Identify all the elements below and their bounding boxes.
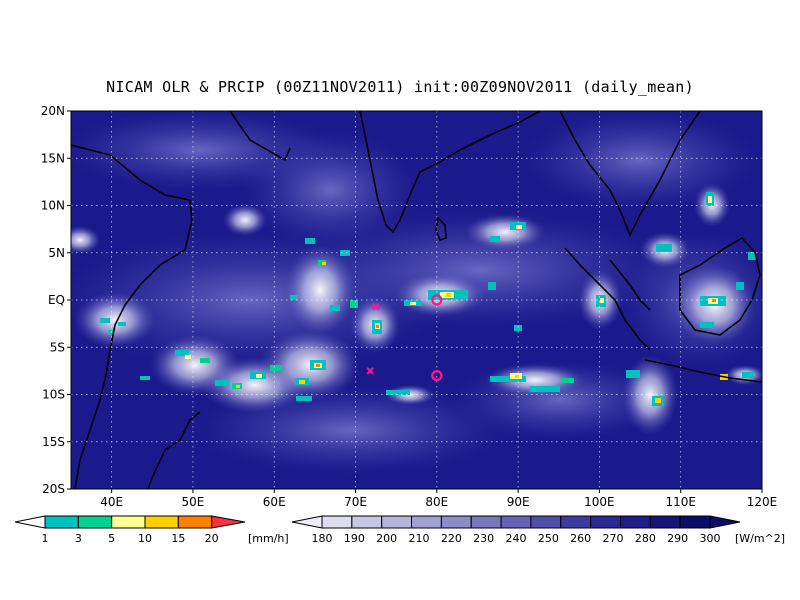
olr-cb-swatch: [530, 515, 562, 529]
coastlines: [71, 111, 762, 489]
storm-markers: [366, 294, 443, 382]
graticule: [71, 111, 762, 489]
olr-cb-label: 210: [409, 532, 430, 545]
storm-marker-x: [366, 367, 374, 375]
olr-cb-swatch: [351, 515, 383, 529]
precip-cb-label: 20: [205, 532, 219, 545]
lon-tick-label: 50E: [182, 495, 205, 509]
coastline-arabia: [229, 111, 291, 162]
olr-cb-label: 260: [570, 532, 591, 545]
coastline-malay: [609, 259, 651, 311]
olr-cb-swatch: [619, 515, 651, 529]
precip-cluster-west-band: [140, 350, 326, 401]
coastline-indochina: [559, 111, 701, 237]
lat-tick-label: 10S: [42, 388, 65, 402]
olr-cb-label: 180: [312, 532, 333, 545]
olr-cb-swatch: [411, 515, 442, 529]
olr-cb-label: 290: [667, 532, 688, 545]
precip-cb-label: 1: [42, 532, 49, 545]
precip-cb-swatch: [44, 515, 79, 529]
olr-cb-max-arrow: [709, 515, 741, 529]
precip-cluster-maritime: [596, 192, 756, 406]
olr-cb-swatch: [470, 515, 502, 529]
lon-tick-label: 60E: [263, 495, 286, 509]
olr-cb-unit: [W/m^2]: [735, 532, 785, 545]
precip-cb-label: 5: [108, 532, 115, 545]
olr-cb-swatch: [381, 515, 413, 529]
precip-cluster-africa-coast: [100, 318, 126, 334]
olr-cb-min-arrow: [291, 515, 323, 529]
lat-tick-label: 5S: [50, 340, 65, 354]
precip-cluster-central: [290, 238, 382, 334]
storm-marker-circle: [431, 294, 443, 306]
lon-tick-label: 70E: [344, 495, 367, 509]
olr-cb-label: 200: [376, 532, 397, 545]
coastline-borneo: [679, 236, 761, 336]
lat-tick-label: 15N: [41, 151, 65, 165]
precip-cb-swatch: [177, 515, 213, 529]
lon-tick-label: 40E: [100, 495, 123, 509]
olr-cb-label: 270: [603, 532, 624, 545]
lat-tick-label: EQ: [48, 293, 65, 307]
lon-tick-label: 80E: [425, 495, 448, 509]
olr-cb-label: 230: [473, 532, 494, 545]
map-title: NICAM OLR & PRCIP (00Z11NOV2011) init:00…: [106, 78, 694, 96]
coastline-india: [359, 111, 541, 234]
lat-tick-label: 5N: [48, 246, 65, 260]
lon-tick-label: 90E: [507, 495, 530, 509]
olr-cb-swatch: [649, 515, 681, 529]
olr-cb-label: 240: [506, 532, 527, 545]
precip-cb-label: 10: [138, 532, 152, 545]
olr-cb-swatch: [500, 515, 532, 529]
lat-axis: 20N 15N 10N 5N EQ 5S 10S 15S 20S: [41, 104, 71, 496]
olr-cb-swatch: [321, 515, 353, 529]
lon-axis: 40E 50E 60E 70E 80E 90E 100E 110E 120E: [100, 489, 777, 509]
olr-cb-swatch: [440, 515, 472, 529]
olr-cb-label: 280: [635, 532, 656, 545]
lat-tick-label: 20N: [41, 104, 65, 118]
olr-field: [71, 111, 762, 475]
precip-colorbar: 1 3 5 10 15 20 [mm/h]: [14, 515, 289, 545]
precip-cb-label: 15: [171, 532, 185, 545]
precip-cb-unit: [mm/h]: [248, 532, 289, 545]
storm-marker-circle: [431, 370, 443, 382]
olr-cb-label: 220: [441, 532, 462, 545]
lon-tick-label: 100E: [584, 495, 615, 509]
coastline-java: [644, 359, 762, 383]
lat-tick-label: 20S: [42, 482, 65, 496]
precip-cb-swatch: [77, 515, 113, 529]
coastline-sumatra: [564, 247, 651, 351]
lat-tick-label: 10N: [41, 199, 65, 213]
coastline-srilanka: [435, 216, 447, 241]
lat-tick-label: 15S: [42, 435, 65, 449]
precip-cluster-south-band: [386, 373, 574, 395]
olr-colorbar: 180 190 200 210 220 230 240 250 260 270 280 290 300 […: [291, 515, 785, 545]
precip-cb-swatch: [111, 515, 146, 529]
olr-cb-swatch: [590, 515, 621, 529]
precip-cb-min-arrow: [14, 515, 46, 529]
precip-cb-label: 3: [75, 532, 82, 545]
storm-marker-x: [372, 302, 380, 311]
coastline-africa-arabia: [71, 144, 193, 489]
precip-cb-max-arrow: [211, 515, 246, 529]
coastline-madagascar: [147, 411, 201, 489]
olr-cb-swatch: [560, 515, 592, 529]
lon-tick-label: 110E: [665, 495, 696, 509]
olr-cb-label: 190: [344, 532, 365, 545]
olr-cb-swatch: [679, 515, 711, 529]
olr-cb-label: 300: [700, 532, 721, 545]
lon-tick-label: 120E: [747, 495, 778, 509]
olr-cb-label: 250: [538, 532, 559, 545]
precip-cb-swatch: [144, 515, 179, 529]
